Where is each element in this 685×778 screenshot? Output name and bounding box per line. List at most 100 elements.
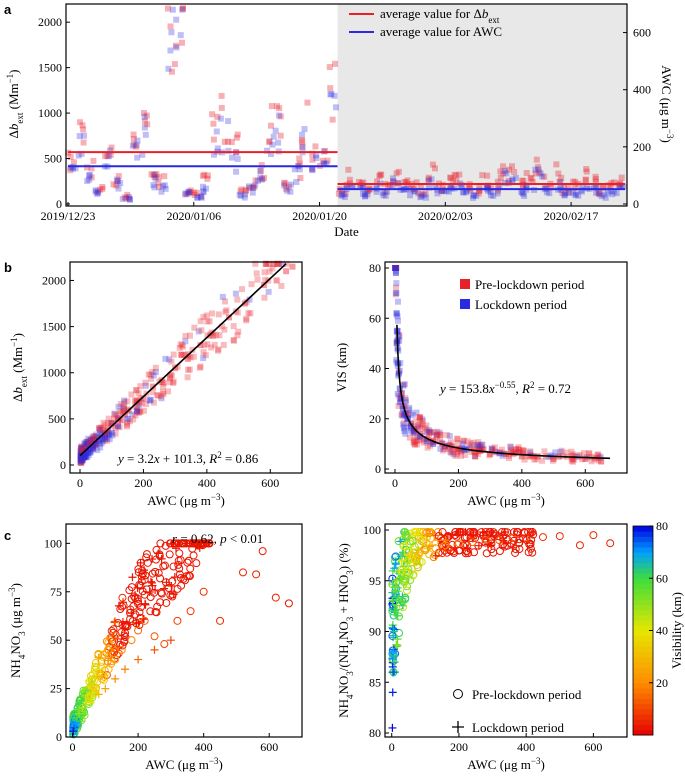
dbext-point xyxy=(312,143,319,150)
scatter-point xyxy=(423,429,430,436)
pre-point xyxy=(189,539,198,548)
scatter-point xyxy=(158,395,165,402)
scatter-point xyxy=(152,369,159,376)
dbext-point xyxy=(131,141,138,148)
chart-c-left: 0 25 50 75 100 0 200 400 600 AWC (μg m−3) NH4NO3 (… xyxy=(7,523,303,772)
dbext-point xyxy=(132,143,139,150)
dbext-point xyxy=(582,176,589,183)
scatter-point xyxy=(124,398,131,405)
scatter-point xyxy=(274,260,281,267)
lock-point xyxy=(81,453,88,460)
scatter-point xyxy=(77,448,84,455)
awc-point xyxy=(228,154,235,161)
scatter-point xyxy=(112,425,119,432)
pre-point xyxy=(119,601,128,610)
fit-curve xyxy=(396,324,610,460)
lock-point xyxy=(528,528,537,537)
awc-point xyxy=(161,182,168,189)
scatter-point xyxy=(416,425,423,432)
pre-point xyxy=(178,539,187,548)
y-tick-label: 90 xyxy=(369,625,381,639)
dbext-point xyxy=(304,99,311,106)
scatter-point xyxy=(82,452,89,459)
scatter-point xyxy=(143,401,150,408)
x-tick-label: 2020/01/06 xyxy=(166,209,221,223)
scatter-point xyxy=(168,358,175,365)
scatter-point xyxy=(134,405,141,412)
dbext-point xyxy=(277,132,284,139)
scatter-point xyxy=(81,450,88,457)
lock-point xyxy=(105,431,112,438)
scatter-point xyxy=(80,454,87,461)
scatter-point xyxy=(79,456,86,463)
scatter-point xyxy=(526,453,533,460)
scatter-point xyxy=(97,430,104,437)
scatter-point xyxy=(413,438,420,445)
scatter-point xyxy=(77,449,84,456)
dbext-point xyxy=(153,171,160,178)
pre-point xyxy=(442,548,451,557)
scatter-point xyxy=(462,451,469,458)
awc-point xyxy=(257,167,264,174)
awc-point xyxy=(557,184,564,191)
lock-point xyxy=(89,443,96,450)
pre-point xyxy=(184,355,191,362)
pre-point xyxy=(522,534,531,543)
scatter-point xyxy=(77,459,84,466)
scatter-point xyxy=(129,411,136,418)
pre-point xyxy=(154,568,163,577)
scatter-point xyxy=(111,410,118,417)
dbext-point xyxy=(378,171,385,178)
y-axis-label: Δbext (Mm−1) xyxy=(9,333,29,402)
scatter-point xyxy=(416,414,423,421)
lock-point xyxy=(389,627,398,636)
dbext-point xyxy=(171,61,178,68)
dbext-point xyxy=(528,174,535,181)
dbext-point xyxy=(536,169,543,176)
scatter-point xyxy=(92,433,99,440)
dbext-point xyxy=(358,179,365,186)
dbext-point xyxy=(494,187,501,194)
x-axis-label: AWC (μg m−3) xyxy=(147,492,225,508)
scatter-point xyxy=(396,332,403,339)
y-tick-label-left: 1000 xyxy=(38,106,62,120)
scatter-point xyxy=(152,364,159,371)
lock-point xyxy=(115,423,122,430)
lock-point xyxy=(71,719,80,728)
lock-point xyxy=(124,415,131,422)
awc-point xyxy=(72,165,79,172)
awc-point xyxy=(389,175,396,182)
scatter-point xyxy=(270,260,277,267)
dbext-point xyxy=(80,139,87,146)
pre-point xyxy=(399,603,408,612)
y-tick-label-right: 200 xyxy=(633,140,651,154)
awc-point xyxy=(198,194,205,201)
pre-point xyxy=(481,538,490,547)
scatter-point xyxy=(447,448,454,455)
y-tick-label-right: 0 xyxy=(633,197,639,211)
pre-point xyxy=(146,607,155,616)
x-tick-label: 200 xyxy=(449,476,467,490)
scatter-point xyxy=(570,452,577,459)
scatter-point xyxy=(93,440,100,447)
scatter-point xyxy=(477,443,484,450)
awc-point xyxy=(484,183,491,190)
chart-b-right: 0 20 40 60 80 0 200 400 600 AWC (μg m−3) VIS (km) y… xyxy=(334,261,628,508)
scatter-point xyxy=(488,445,495,452)
awc-point xyxy=(94,190,101,197)
dbext-point xyxy=(555,170,562,177)
awc-point xyxy=(113,176,120,183)
lock-point xyxy=(392,601,401,610)
panel-a: a 0 500 1000 1500 2000 0 200 400 600 2019/12/23 20… xyxy=(4,2,675,239)
pre-point xyxy=(526,544,535,553)
dbext-point xyxy=(210,136,217,143)
awc-point xyxy=(270,133,277,140)
awc-point xyxy=(245,183,252,190)
lock-point xyxy=(134,408,141,415)
scatter-point xyxy=(434,431,441,438)
scatter-point xyxy=(415,422,422,429)
pre-point xyxy=(115,415,122,422)
y-tick-label: 100 xyxy=(44,536,62,550)
lock-point xyxy=(392,265,399,271)
pre-point xyxy=(451,528,460,537)
